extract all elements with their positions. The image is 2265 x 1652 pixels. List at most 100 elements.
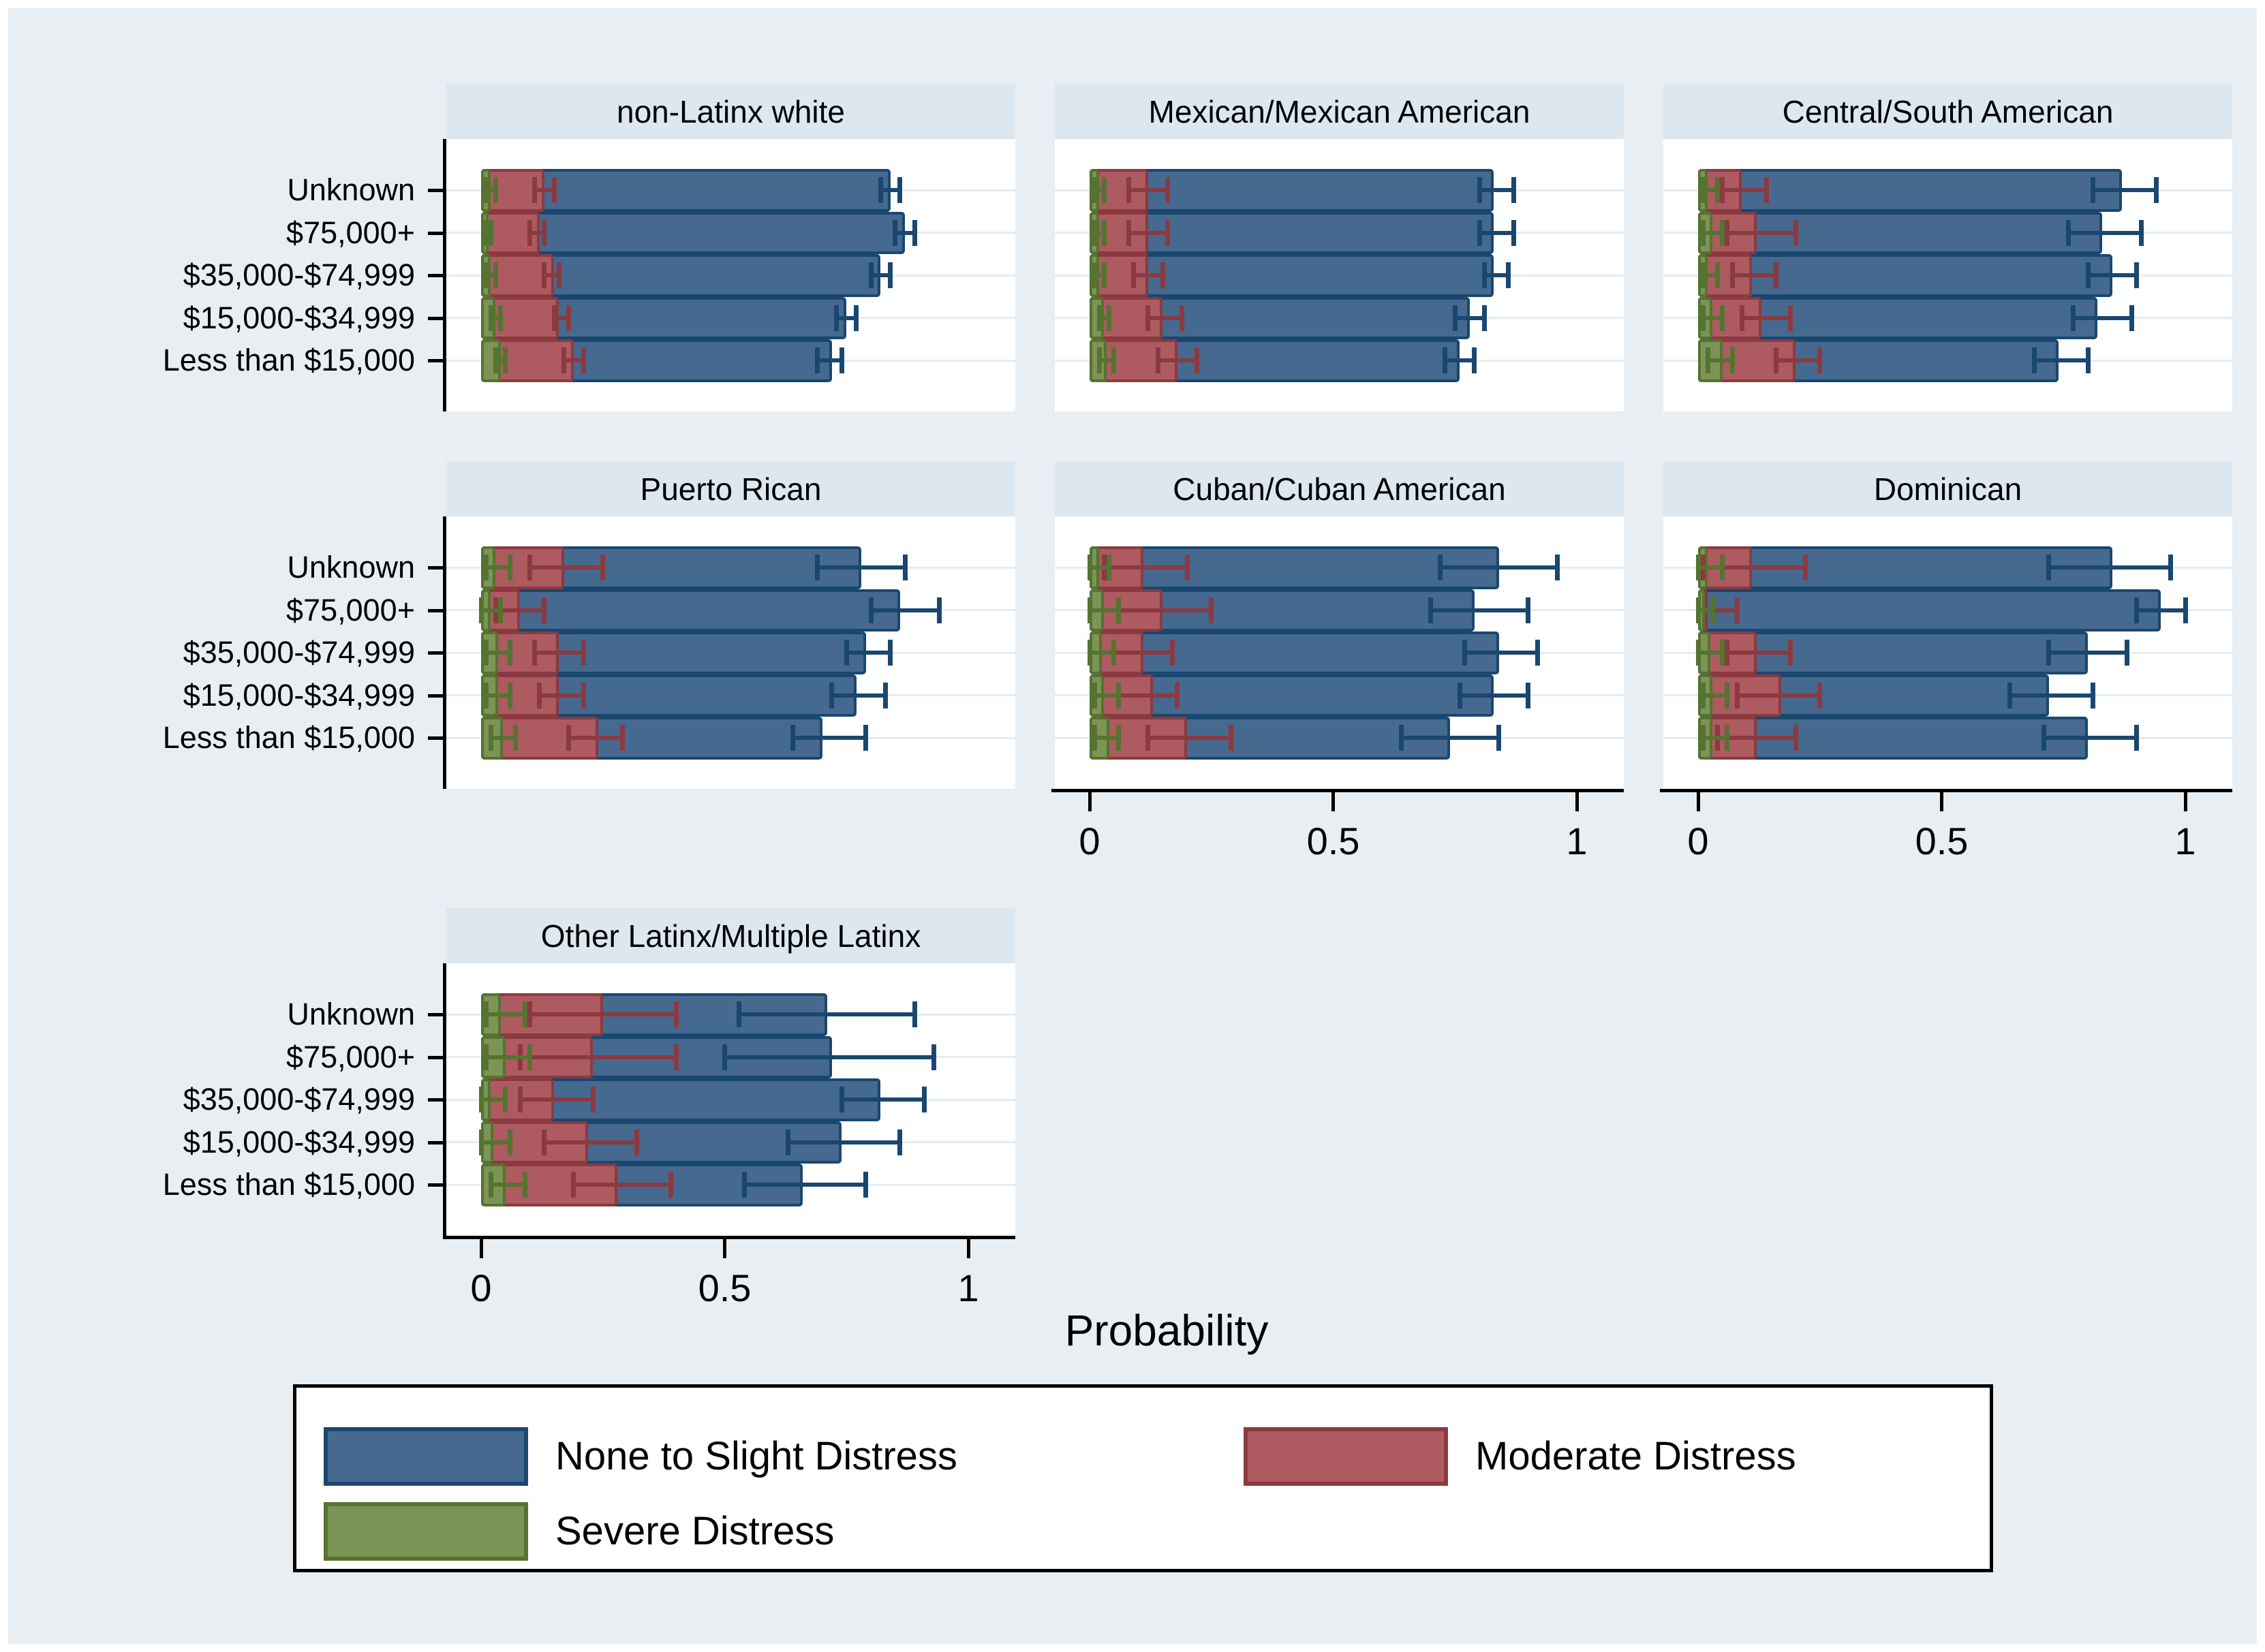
bar-none-to-slight-distress-ci-line <box>846 651 891 655</box>
bar-severe-distress-ci-cap <box>1087 640 1092 666</box>
x-tick <box>2183 792 2187 811</box>
bar-severe-distress-ci-line <box>1698 608 1713 612</box>
bar-none-to-slight-distress-ci-line <box>1440 565 1558 570</box>
bar-moderate-distress-ci-cap <box>1725 219 1730 246</box>
bar-severe-distress-ci-line <box>1094 736 1119 741</box>
bar-none-to-slight-distress-ci-cap <box>2129 305 2134 331</box>
bar-none-to-slight-distress-ci-cap <box>1462 640 1468 666</box>
bar-severe-distress-ci-cap <box>493 262 498 289</box>
x-tick <box>966 1239 970 1258</box>
bar-severe-distress-ci-cap <box>1705 347 1710 374</box>
bar-none-to-slight-distress-ci-line <box>2073 315 2132 320</box>
x-tick-label: 0 <box>470 1266 492 1309</box>
bar-moderate-distress-ci-cap <box>1130 262 1136 289</box>
bar-severe-distress-ci-line <box>1703 315 1723 320</box>
bar-severe-distress-ci-cap <box>488 305 493 331</box>
y-axis-line <box>443 139 446 411</box>
bar-moderate-distress-ci-line <box>539 693 584 698</box>
panel-plot <box>1663 516 2232 789</box>
bar-moderate-distress-ci-cap <box>532 177 538 204</box>
bar-moderate-distress-ci-line <box>1727 230 1796 235</box>
bar-moderate-distress-ci-cap <box>1165 177 1170 204</box>
bar-none-to-slight-distress-ci-line <box>2136 608 2185 612</box>
bar-none-to-slight-distress-ci-line <box>724 1055 934 1059</box>
bar-moderate-distress-ci-cap <box>542 219 547 246</box>
bar-none-to-slight-distress <box>1698 546 2112 589</box>
bar-severe-distress-ci-cap <box>493 347 498 374</box>
bar-moderate-distress-ci-cap <box>1817 347 1823 374</box>
bar-severe-distress-ci-cap <box>498 305 504 331</box>
bar-moderate-distress-ci-cap <box>1145 725 1151 751</box>
bar-none-to-slight-distress-ci-cap <box>834 305 839 331</box>
bar-none-to-slight-distress-ci-cap <box>2090 682 2095 708</box>
bar-severe-distress-ci-cap <box>488 219 493 246</box>
bar-none-to-slight-distress-ci-cap <box>2153 177 2159 204</box>
bar-none-to-slight-distress-ci-cap <box>2065 219 2071 246</box>
x-tick-label: 1 <box>1566 820 1588 862</box>
bar-severe-distress-ci-cap <box>508 1129 513 1155</box>
bar-moderate-distress-ci-line <box>529 565 603 570</box>
bar-none-to-slight-distress-ci-line <box>871 273 891 278</box>
bar-moderate-distress-ci-line <box>1158 358 1197 363</box>
bar-severe-distress-ci-line <box>1703 230 1723 235</box>
panel-title: Other Latinx/Multiple Latinx <box>446 908 1015 963</box>
bar-severe-distress-ci-line <box>491 1183 525 1187</box>
bar-none-to-slight-distress-ci-cap <box>2168 555 2174 581</box>
bar-severe-distress-ci-cap <box>1087 597 1092 623</box>
bar-none-to-slight-distress-ci-line <box>792 736 866 741</box>
bar-none-to-slight-distress-ci-cap <box>931 1044 937 1070</box>
y-axis-line <box>443 516 446 789</box>
bar-severe-distress-ci-cap <box>1092 682 1097 708</box>
bar-moderate-distress-ci-line <box>1147 315 1182 320</box>
bar-none-to-slight-distress-ci-line <box>2009 693 2093 698</box>
bar-none-to-slight-distress-ci-cap <box>1428 597 1433 623</box>
bar-severe-distress-ci-cap <box>1092 262 1097 289</box>
bar-none-to-slight-distress-ci-line <box>1401 736 1499 741</box>
bar-none-to-slight-distress-ci-line <box>1460 693 1528 698</box>
bar-none-to-slight-distress-ci-cap <box>936 597 942 623</box>
bar-severe-distress-ci-cap <box>1729 347 1735 374</box>
bar-moderate-distress-ci-line <box>1737 693 1820 698</box>
bar-moderate-distress-ci-line <box>1717 736 1796 741</box>
bar-none-to-slight-distress-ci-cap <box>1472 347 1477 374</box>
bar-none-to-slight-distress <box>1090 674 1494 717</box>
x-tick-label: 0 <box>1079 820 1100 862</box>
legend-label-none-to-slight: None to Slight Distress <box>555 1434 957 1478</box>
bar-moderate-distress-ci-cap <box>1720 177 1725 204</box>
bar-moderate-distress-ci-line <box>1722 188 1767 193</box>
bar-none-to-slight-distress-ci-cap <box>1506 262 1511 289</box>
bar-moderate-distress-ci-cap <box>1170 640 1175 666</box>
bar-moderate-distress-ci-line <box>1727 651 1791 655</box>
bar-severe-distress-ci-cap <box>1720 305 1725 331</box>
y-tick <box>428 693 443 698</box>
bar-severe-distress-ci-cap <box>483 177 489 204</box>
bar-none-to-slight-distress-ci-cap <box>2046 640 2052 666</box>
bar-severe-distress-ci-line <box>486 1055 530 1059</box>
x-axis-line <box>443 1236 1015 1239</box>
y-tick <box>428 1055 443 1059</box>
x-tick-label: 1 <box>957 1266 979 1309</box>
bar-severe-distress-ci-cap <box>483 1044 489 1070</box>
bar-moderate-distress-ci-cap <box>1793 725 1798 751</box>
bar-severe-distress-ci-line <box>1703 188 1718 193</box>
bar-severe-distress-ci-cap <box>1695 597 1701 623</box>
bar-none-to-slight-distress-ci-line <box>1479 230 1514 235</box>
bar-moderate-distress-ci-cap <box>1773 347 1778 374</box>
bar-none-to-slight-distress-ci-line <box>1455 315 1485 320</box>
bar-severe-distress-ci-cap <box>527 1044 532 1070</box>
bar-severe-distress-ci-cap <box>1116 725 1122 751</box>
bar-none-to-slight-distress-ci-cap <box>2007 682 2013 708</box>
bar-moderate-distress-ci-cap <box>1773 262 1778 289</box>
bar-severe-distress-ci-line <box>1094 693 1119 698</box>
bar-moderate-distress-ci-cap <box>551 305 557 331</box>
bar-none-to-slight-distress <box>481 211 906 254</box>
bar-none-to-slight-distress-ci-cap <box>839 1087 844 1113</box>
y-tick-label: Unknown <box>287 997 415 1032</box>
y-tick <box>428 1013 443 1017</box>
bar-severe-distress-ci-cap <box>1700 262 1706 289</box>
bar-severe-distress-ci-cap <box>503 1087 508 1113</box>
x-tick <box>1088 792 1092 811</box>
bar-none-to-slight-distress-ci-cap <box>1481 305 1487 331</box>
bar-none-to-slight-distress-ci-cap <box>868 262 874 289</box>
bar-severe-distress-ci-line <box>486 693 510 698</box>
